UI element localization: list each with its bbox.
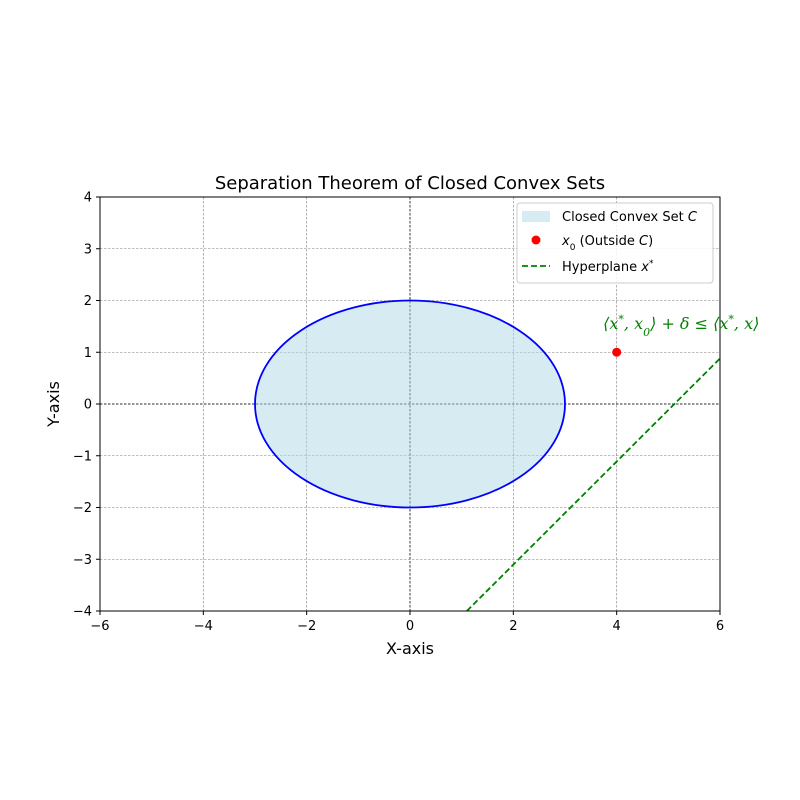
convex-set-boundary [254,299,566,509]
x-tick-label: −2 [297,619,316,634]
y-tick-label: 1 [84,346,92,361]
legend-swatch-convex-set [522,211,550,222]
x-tick-label: −4 [194,619,213,634]
y-tick-label: 4 [84,191,92,206]
chart-title: Separation Theorem of Closed Convex Sets [215,173,605,194]
legend-label-convex-set: Closed Convex Set C [562,210,698,225]
legend-marker-x0 [531,235,541,245]
legend-box [516,202,714,284]
y-tick-label: −1 [73,449,92,464]
hyperplane-line [466,357,720,611]
y-tick-label: −2 [73,501,92,516]
annotation-text: ⟨x*, x0⟩ + δ ≤ ⟨x*, x⟩ [603,312,759,338]
x-tick-label: 4 [613,619,621,634]
y-tick-label: 3 [84,242,92,257]
y-tick-label: −4 [73,605,92,620]
x-tick-label: −6 [90,619,109,634]
y-tick-label: −3 [73,553,92,568]
convex-set-fill [255,300,565,508]
x-tick-label: 0 [406,619,414,634]
x-tick-label: 2 [509,619,517,634]
y-tick-label: 0 [84,398,92,413]
legend-label-hyperplane: Hyperplane x* [562,259,654,275]
y-tick-label: 2 [84,294,92,309]
legend-label-x0: x0 (Outside C) [561,234,653,253]
legend: Closed Convex Set C x0 (Outside C) Hyperpl… [516,202,714,284]
y-axis-label: Y-axis [44,381,63,428]
point-x0 [612,347,622,357]
inequality-annotation: ⟨x*, x0⟩ + δ ≤ ⟨x*, x⟩ [603,312,759,338]
plot-data [254,299,720,611]
x-tick-label: 6 [716,619,724,634]
x-axis-label: X-axis [386,639,434,658]
